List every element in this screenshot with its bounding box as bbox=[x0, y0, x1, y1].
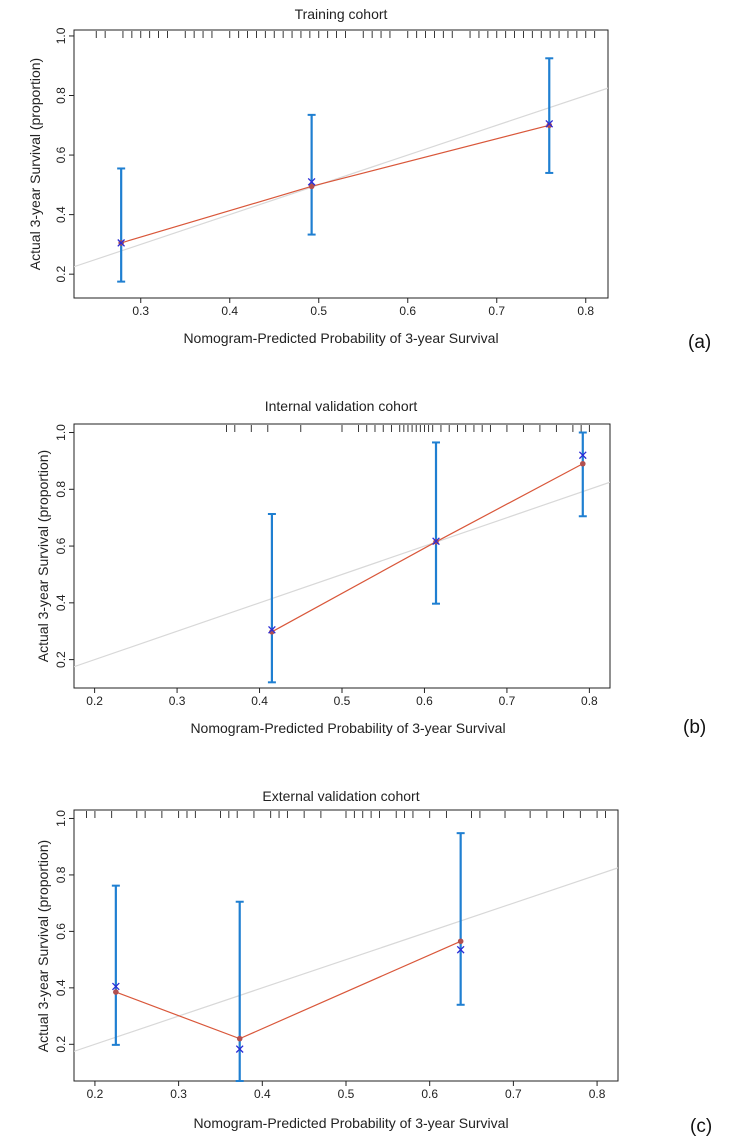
chart-title: Internal validation cohort bbox=[265, 398, 418, 414]
x-tick-label: 0.8 bbox=[589, 1087, 606, 1101]
observed-x-marker bbox=[111, 982, 120, 991]
predicted-point bbox=[236, 1035, 243, 1042]
x-tick-label: 0.5 bbox=[334, 694, 351, 708]
x-tick-label: 0.4 bbox=[221, 304, 238, 318]
ideal-reference-line bbox=[74, 87, 608, 268]
y-tick-label: 1.0 bbox=[54, 27, 68, 44]
y-tick-label: 0.6 bbox=[54, 923, 68, 940]
predicted-point bbox=[308, 183, 315, 190]
observed-x-marker bbox=[268, 625, 276, 634]
y-tick-label: 1.0 bbox=[54, 424, 68, 441]
observed-x-marker bbox=[235, 1045, 244, 1053]
predicted-point bbox=[579, 460, 586, 467]
y-tick-label: 0.2 bbox=[54, 651, 68, 668]
ideal-reference-line bbox=[74, 867, 618, 1052]
x-tick-label: 0.6 bbox=[416, 694, 433, 708]
chart-title: External validation cohort bbox=[262, 788, 419, 804]
x-tick-label: 0.3 bbox=[170, 1087, 187, 1101]
y-tick-label: 0.4 bbox=[54, 206, 68, 223]
calibration-line bbox=[115, 940, 461, 1040]
x-tick-label: 0.7 bbox=[505, 1087, 522, 1101]
observed-x-marker bbox=[456, 945, 465, 954]
observed-x-stroke bbox=[307, 178, 316, 186]
observed-x-stroke bbox=[578, 451, 587, 460]
observed-x-stroke bbox=[268, 625, 276, 634]
x-tick-label: 0.3 bbox=[132, 304, 149, 318]
x-axis-label: Nomogram-Predicted Probability of 3-year… bbox=[193, 1115, 508, 1131]
y-tick-label: 0.4 bbox=[54, 979, 68, 996]
observed-x-marker bbox=[545, 119, 554, 128]
calibration-line bbox=[120, 124, 550, 244]
x-tick-label: 0.7 bbox=[499, 694, 516, 708]
y-tick-label: 0.2 bbox=[54, 266, 68, 283]
panel-label: (a) bbox=[688, 332, 711, 353]
x-tick-label: 0.4 bbox=[254, 1087, 271, 1101]
predicted-point bbox=[113, 989, 119, 995]
observed-x-stroke bbox=[545, 119, 554, 128]
x-tick-label: 0.3 bbox=[169, 694, 186, 708]
x-tick-label: 0.5 bbox=[338, 1087, 355, 1101]
x-axis-label: Nomogram-Predicted Probability of 3-year… bbox=[183, 330, 498, 346]
x-tick-label: 0.7 bbox=[488, 304, 505, 318]
calibration-line bbox=[271, 463, 584, 633]
x-tick-label: 0.8 bbox=[581, 694, 598, 708]
chart-title: Training cohort bbox=[295, 6, 388, 22]
x-tick-label: 0.2 bbox=[86, 694, 103, 708]
observed-x-marker bbox=[307, 178, 316, 186]
plot-frame bbox=[73, 29, 609, 299]
observed-x-stroke bbox=[117, 239, 126, 247]
x-tick-label: 0.6 bbox=[399, 304, 416, 318]
chart-panel-training: 0.3 0.4 0.5 0.6 0.7 0.8 0.2 0.4 0.6 0.8 1.0 Traini… bbox=[27, 6, 711, 353]
observed-x-stroke bbox=[235, 1045, 244, 1053]
y-tick-label: 0.8 bbox=[54, 481, 68, 498]
panel-label: (c) bbox=[690, 1116, 712, 1137]
observed-x-stroke bbox=[111, 982, 120, 991]
y-axis-label: Actual 3-year Survival (proportion) bbox=[35, 450, 51, 662]
observed-x-stroke bbox=[456, 945, 465, 954]
x-tick-label: 0.5 bbox=[310, 304, 327, 318]
y-tick-label: 1.0 bbox=[54, 810, 68, 827]
y-tick-label: 0.6 bbox=[54, 537, 68, 554]
observed-x-marker bbox=[578, 451, 587, 460]
y-tick-label: 0.6 bbox=[54, 146, 68, 163]
y-axis-label: Actual 3-year Survival (proportion) bbox=[35, 840, 51, 1052]
predicted-point bbox=[546, 122, 553, 129]
chart-panel-internal-validation: 0.2 0.3 0.4 0.5 0.6 0.7 0.8 0.2 0.4 0.6 0.8 1.0 Int… bbox=[35, 398, 706, 738]
y-tick-label: 0.8 bbox=[54, 866, 68, 883]
plot-frame bbox=[73, 423, 611, 689]
chart-panel-external-validation: 0.2 0.3 0.4 0.5 0.6 0.7 0.8 0.2 0.4 0.6 0.8 1.0 Ext… bbox=[35, 788, 712, 1137]
x-tick-label: 0.6 bbox=[421, 1087, 438, 1101]
observed-x-marker bbox=[432, 537, 440, 546]
x-tick-label: 0.8 bbox=[577, 304, 594, 318]
y-tick-label: 0.8 bbox=[54, 87, 68, 104]
y-axis-label: Actual 3-year Survival (proportion) bbox=[27, 58, 43, 270]
observed-x-marker bbox=[117, 239, 126, 247]
plot-frame bbox=[73, 809, 619, 1082]
ideal-reference-line bbox=[74, 481, 610, 668]
x-tick-label: 0.4 bbox=[251, 694, 268, 708]
predicted-point bbox=[457, 938, 464, 945]
x-axis-label: Nomogram-Predicted Probability of 3-year… bbox=[190, 720, 505, 736]
y-tick-label: 0.2 bbox=[54, 1036, 68, 1053]
panel-label: (b) bbox=[683, 717, 706, 738]
observed-x-stroke bbox=[432, 537, 440, 546]
x-tick-label: 0.2 bbox=[87, 1087, 104, 1101]
y-tick-label: 0.4 bbox=[54, 594, 68, 611]
